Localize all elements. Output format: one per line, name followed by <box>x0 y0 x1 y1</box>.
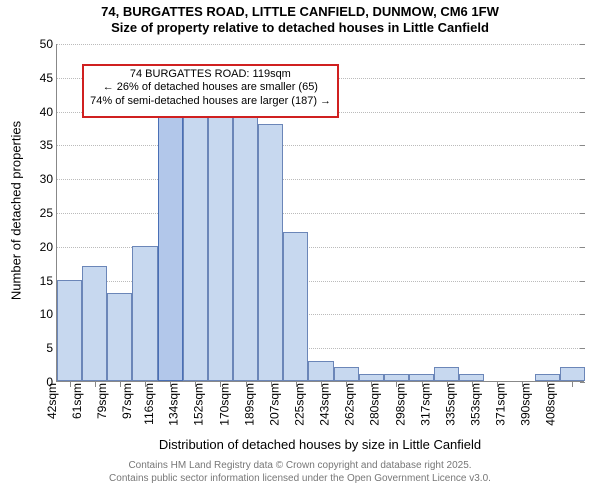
ytick-mark <box>580 145 585 146</box>
xtick-label: 134sqm <box>165 336 181 381</box>
xtick-label: 61sqm <box>68 343 84 381</box>
ytick-label: 15 <box>40 274 57 288</box>
ytick-mark <box>580 44 585 45</box>
xtick-mark <box>572 382 573 387</box>
ytick-label: 40 <box>40 105 57 119</box>
ytick-label: 50 <box>40 37 57 51</box>
chart-titles: 74, BURGATTES ROAD, LITTLE CANFIELD, DUN… <box>0 0 600 37</box>
x-axis-label: Distribution of detached houses by size … <box>56 437 584 452</box>
ytick-mark <box>580 78 585 79</box>
ytick-label: 20 <box>40 240 57 254</box>
title-line-2: Size of property relative to detached ho… <box>0 20 600 36</box>
plot-area: 0510152025303540455042sqm61sqm79sqm97sqm… <box>56 44 584 382</box>
ytick-mark <box>580 348 585 349</box>
ytick-mark <box>580 247 585 248</box>
ytick-label: 25 <box>40 206 57 220</box>
xtick-label: 42sqm <box>43 343 59 381</box>
ytick-mark <box>580 112 585 113</box>
footer-line-2: Contains public sector information licen… <box>0 473 600 486</box>
xtick-label: 298sqm <box>391 336 407 381</box>
xtick-label: 408sqm <box>542 336 558 381</box>
gridline <box>57 44 584 45</box>
xtick-label: 371sqm <box>492 336 508 381</box>
annotation-line-2: ← 26% of detached houses are smaller (65… <box>90 81 330 94</box>
xtick-label: 390sqm <box>517 336 533 381</box>
ytick-mark <box>580 213 585 214</box>
xtick-label: 79sqm <box>93 343 109 381</box>
xtick-label: 262sqm <box>341 336 357 381</box>
xtick-label: 152sqm <box>190 336 206 381</box>
footer-line-1: Contains HM Land Registry data © Crown c… <box>0 460 600 473</box>
ytick-mark <box>580 179 585 180</box>
xtick-label: 353sqm <box>467 336 483 381</box>
xtick-label: 170sqm <box>215 336 231 381</box>
xtick-label: 243sqm <box>316 336 332 381</box>
gridline <box>57 145 584 146</box>
annotation-line-3: 74% of semi-detached houses are larger (… <box>90 95 330 108</box>
gridline <box>57 179 584 180</box>
xtick-label: 189sqm <box>240 336 256 381</box>
xtick-label: 225sqm <box>291 336 307 381</box>
ytick-label: 10 <box>40 307 57 321</box>
ytick-mark <box>580 314 585 315</box>
ytick-label: 45 <box>40 71 57 85</box>
xtick-label: 116sqm <box>140 337 156 381</box>
xtick-label: 97sqm <box>118 343 134 381</box>
xtick-label: 207sqm <box>265 336 281 381</box>
xtick-label: 317sqm <box>416 336 432 381</box>
annotation-line-1: 74 BURGATTES ROAD: 119sqm <box>90 68 330 81</box>
xtick-label: 280sqm <box>366 336 382 381</box>
xtick-label: 335sqm <box>441 336 457 381</box>
footer-attribution: Contains HM Land Registry data © Crown c… <box>0 460 600 485</box>
ytick-mark <box>580 382 585 383</box>
bar <box>560 367 585 381</box>
chart-container: { "title": { "line1": "74, BURGATTES ROA… <box>0 0 600 500</box>
ytick-mark <box>580 281 585 282</box>
ytick-label: 35 <box>40 138 57 152</box>
y-axis-label: Number of detached properties <box>9 42 24 380</box>
annotation-box: 74 BURGATTES ROAD: 119sqm← 26% of detach… <box>82 64 338 118</box>
ytick-label: 30 <box>40 172 57 186</box>
title-line-1: 74, BURGATTES ROAD, LITTLE CANFIELD, DUN… <box>0 4 600 20</box>
gridline <box>57 213 584 214</box>
